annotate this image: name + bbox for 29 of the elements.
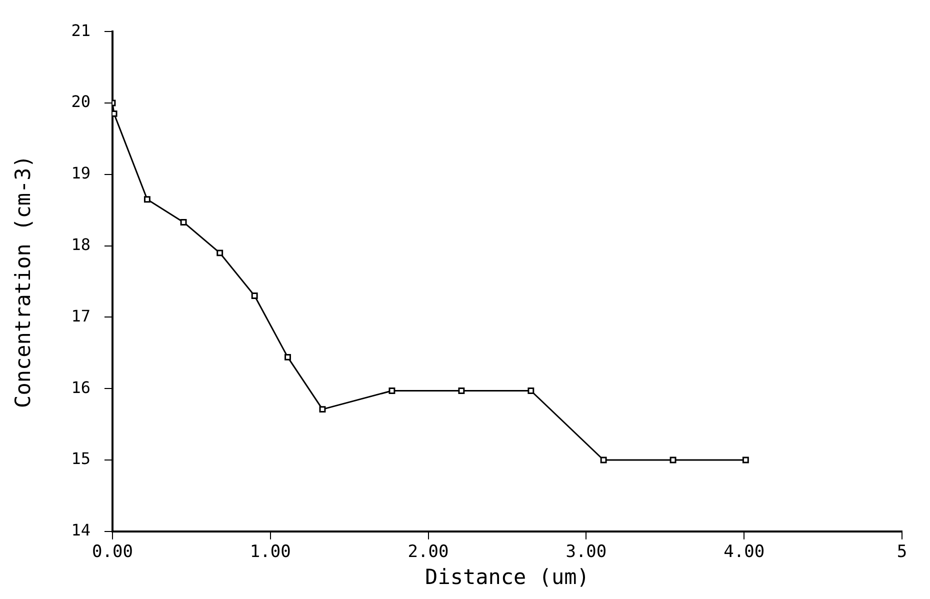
y-tick-label: 19 (71, 164, 90, 183)
point (251, 292, 258, 300)
y-tick-label: 18 (71, 234, 90, 254)
point (528, 388, 534, 394)
y-tick-label: 14 (71, 520, 90, 540)
x-tick-label: 2.00 (408, 542, 449, 562)
point (458, 388, 465, 394)
point (112, 110, 118, 117)
point (600, 456, 607, 464)
point (216, 250, 224, 256)
point (180, 219, 187, 226)
x-tick-label: 3.00 (566, 542, 607, 562)
y-tick-label: 15 (71, 449, 90, 468)
x-axis-title: Distance (um) (425, 564, 590, 589)
y-tick-label: 20 (71, 92, 90, 112)
y-tick-label: 16 (71, 378, 90, 397)
x-tick-label: 5 (896, 542, 908, 562)
point (388, 388, 396, 394)
point (670, 456, 676, 464)
x-tick-label: 1.00 (250, 542, 291, 562)
x-tick-label: 4.00 (724, 542, 765, 562)
point (284, 354, 291, 360)
point (144, 196, 150, 203)
y-tick-label: 21 (71, 20, 90, 40)
y-tick-label: 17 (71, 306, 90, 326)
point (319, 406, 326, 413)
point (742, 456, 749, 464)
y-axis-title: Concentration (cm-3) (11, 155, 36, 408)
x-tick-label: 0.00 (92, 542, 133, 562)
